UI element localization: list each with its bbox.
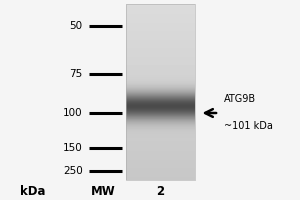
Text: MW: MW [91, 185, 116, 198]
Text: 75: 75 [69, 69, 82, 79]
Text: 100: 100 [63, 108, 83, 118]
Text: ATG9B: ATG9B [224, 94, 256, 104]
Text: kDa: kDa [20, 185, 46, 198]
Text: 250: 250 [63, 166, 82, 176]
Text: ~101 kDa: ~101 kDa [224, 121, 272, 131]
Text: 50: 50 [69, 21, 82, 31]
Text: 150: 150 [63, 143, 82, 153]
Bar [126, 4, 195, 180]
Text: 2: 2 [156, 185, 165, 198]
